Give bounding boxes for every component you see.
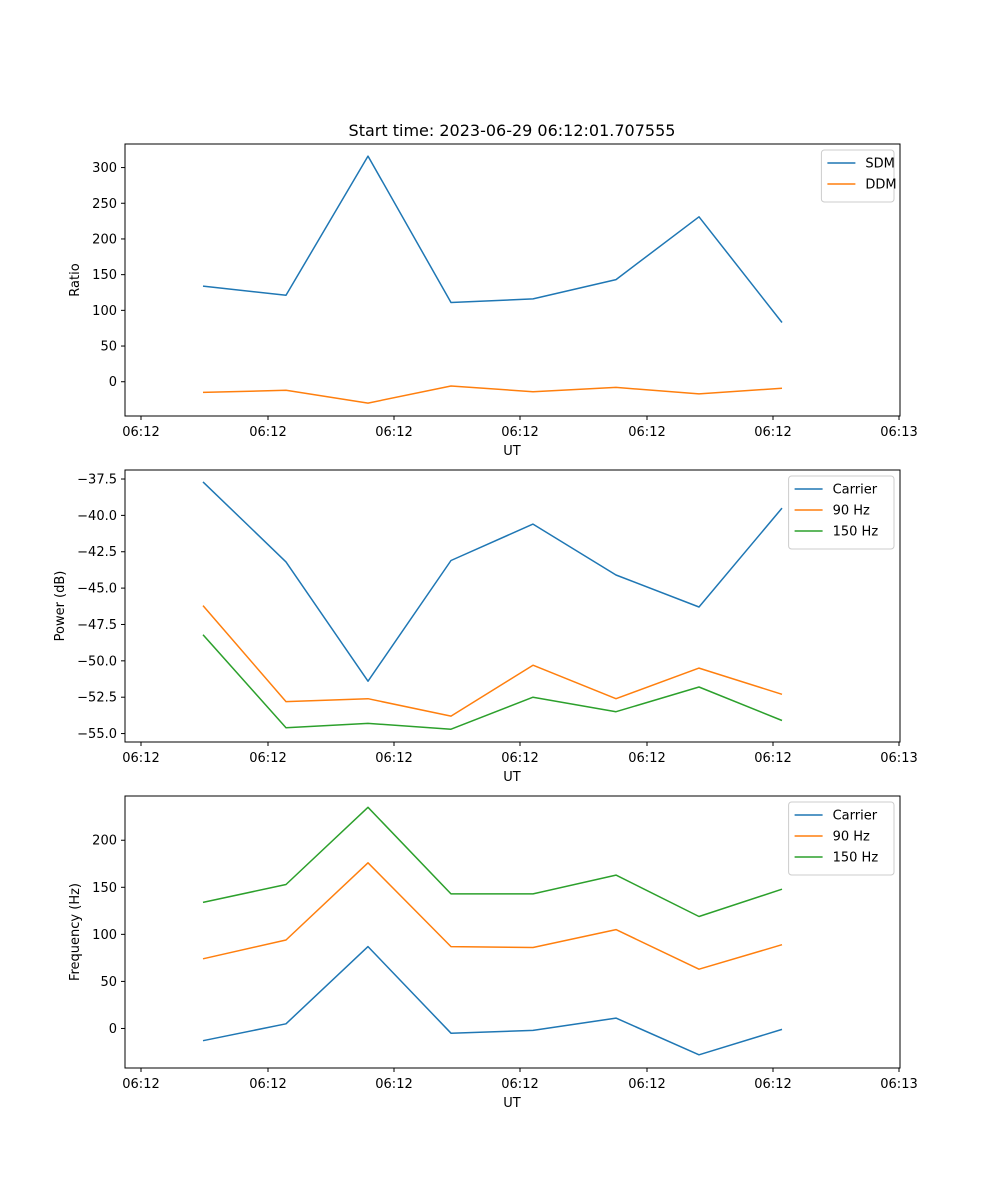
legend-label: 90 Hz (833, 830, 870, 845)
y-tick-label: −40.0 (77, 509, 117, 524)
x-tick-label: 06:13 (880, 751, 917, 766)
x-tick-label: 06:12 (249, 751, 286, 766)
x-tick-label: 06:12 (628, 1077, 665, 1092)
y-tick-label: 300 (92, 161, 117, 176)
y-axis-label: Frequency (Hz) (68, 883, 83, 981)
series-line-90-hz (202, 605, 783, 717)
y-tick-label: 150 (92, 268, 117, 283)
y-axis-label: Power (dB) (53, 571, 68, 642)
y-tick-label: 200 (92, 232, 117, 247)
y-tick-label: −42.5 (77, 545, 117, 560)
y-tick-label: −45.0 (77, 582, 117, 597)
power-panel: 06:12 06:12 06:12 06:12 06:12 06:12 06:13 −55.0… (53, 469, 918, 785)
legend-label: 150 Hz (833, 525, 879, 540)
x-axis-label: UT (503, 1096, 521, 1111)
axes-frame (124, 795, 901, 1069)
x-tick-label: 06:12 (249, 1077, 286, 1092)
x-tick-label: 06:12 (501, 425, 538, 440)
y-axis-label: Ratio (68, 263, 83, 296)
x-tick-label: 06:12 (375, 425, 412, 440)
y-tick-label: 100 (92, 304, 117, 319)
y-tick-label: −50.0 (77, 654, 117, 669)
x-tick-label: 06:12 (122, 1077, 159, 1092)
x-axis-label: UT (503, 770, 521, 785)
x-tick-label: 06:12 (122, 425, 159, 440)
y-tick-label: 100 (92, 928, 117, 943)
legend-label: 150 Hz (833, 851, 879, 866)
series-line-ddm (202, 385, 783, 404)
y-tick-label: 150 (92, 881, 117, 896)
axes-frame (124, 469, 901, 743)
y-tick-label: 50 (100, 340, 117, 355)
x-tick-label: 06:12 (375, 751, 412, 766)
y-tick-label: 0 (109, 375, 117, 390)
frequency-panel: 06:12 06:12 06:12 06:12 06:12 06:12 06:13 0 50 10… (68, 795, 918, 1111)
x-tick-label: 06:12 (249, 425, 286, 440)
series-line-carrier (202, 481, 783, 682)
series-line-90-hz (202, 862, 783, 970)
axes-frame (124, 143, 901, 417)
legend-label: Carrier (833, 483, 878, 498)
y-tick-label: 50 (100, 975, 117, 990)
y-tick-label: −52.5 (77, 691, 117, 706)
y-tick-label: 0 (109, 1022, 117, 1037)
ratio-panel: 06:12 06:12 06:12 06:12 06:12 06:12 06:13 0 50 10… (68, 143, 918, 459)
x-tick-label: 06:13 (880, 1077, 917, 1092)
legend-label: 90 Hz (833, 504, 870, 519)
y-tick-label: −37.5 (77, 473, 117, 488)
x-tick-label: 06:12 (122, 751, 159, 766)
x-tick-label: 06:12 (754, 1077, 791, 1092)
x-tick-label: 06:13 (880, 425, 917, 440)
y-tick-label: 250 (92, 197, 117, 212)
x-tick-label: 06:12 (501, 751, 538, 766)
legend-label: DDM (865, 178, 896, 193)
x-tick-label: 06:12 (501, 1077, 538, 1092)
legend-label: Carrier (833, 809, 878, 824)
x-tick-label: 06:12 (628, 425, 665, 440)
x-axis-label: UT (503, 444, 521, 459)
y-tick-label: 200 (92, 834, 117, 849)
x-tick-label: 06:12 (375, 1077, 412, 1092)
x-tick-label: 06:12 (628, 751, 665, 766)
series-line-150-hz (202, 634, 783, 730)
figure-title: Start time: 2023-06-29 06:12:01.707555 (349, 121, 676, 140)
x-tick-label: 06:12 (754, 425, 791, 440)
y-tick-label: −55.0 (77, 727, 117, 742)
legend-label: SDM (865, 157, 894, 172)
series-line-sdm (202, 155, 783, 323)
series-line-150-hz (202, 806, 783, 918)
y-tick-label: −47.5 (77, 618, 117, 633)
x-tick-label: 06:12 (754, 751, 791, 766)
series-line-carrier (202, 945, 783, 1056)
